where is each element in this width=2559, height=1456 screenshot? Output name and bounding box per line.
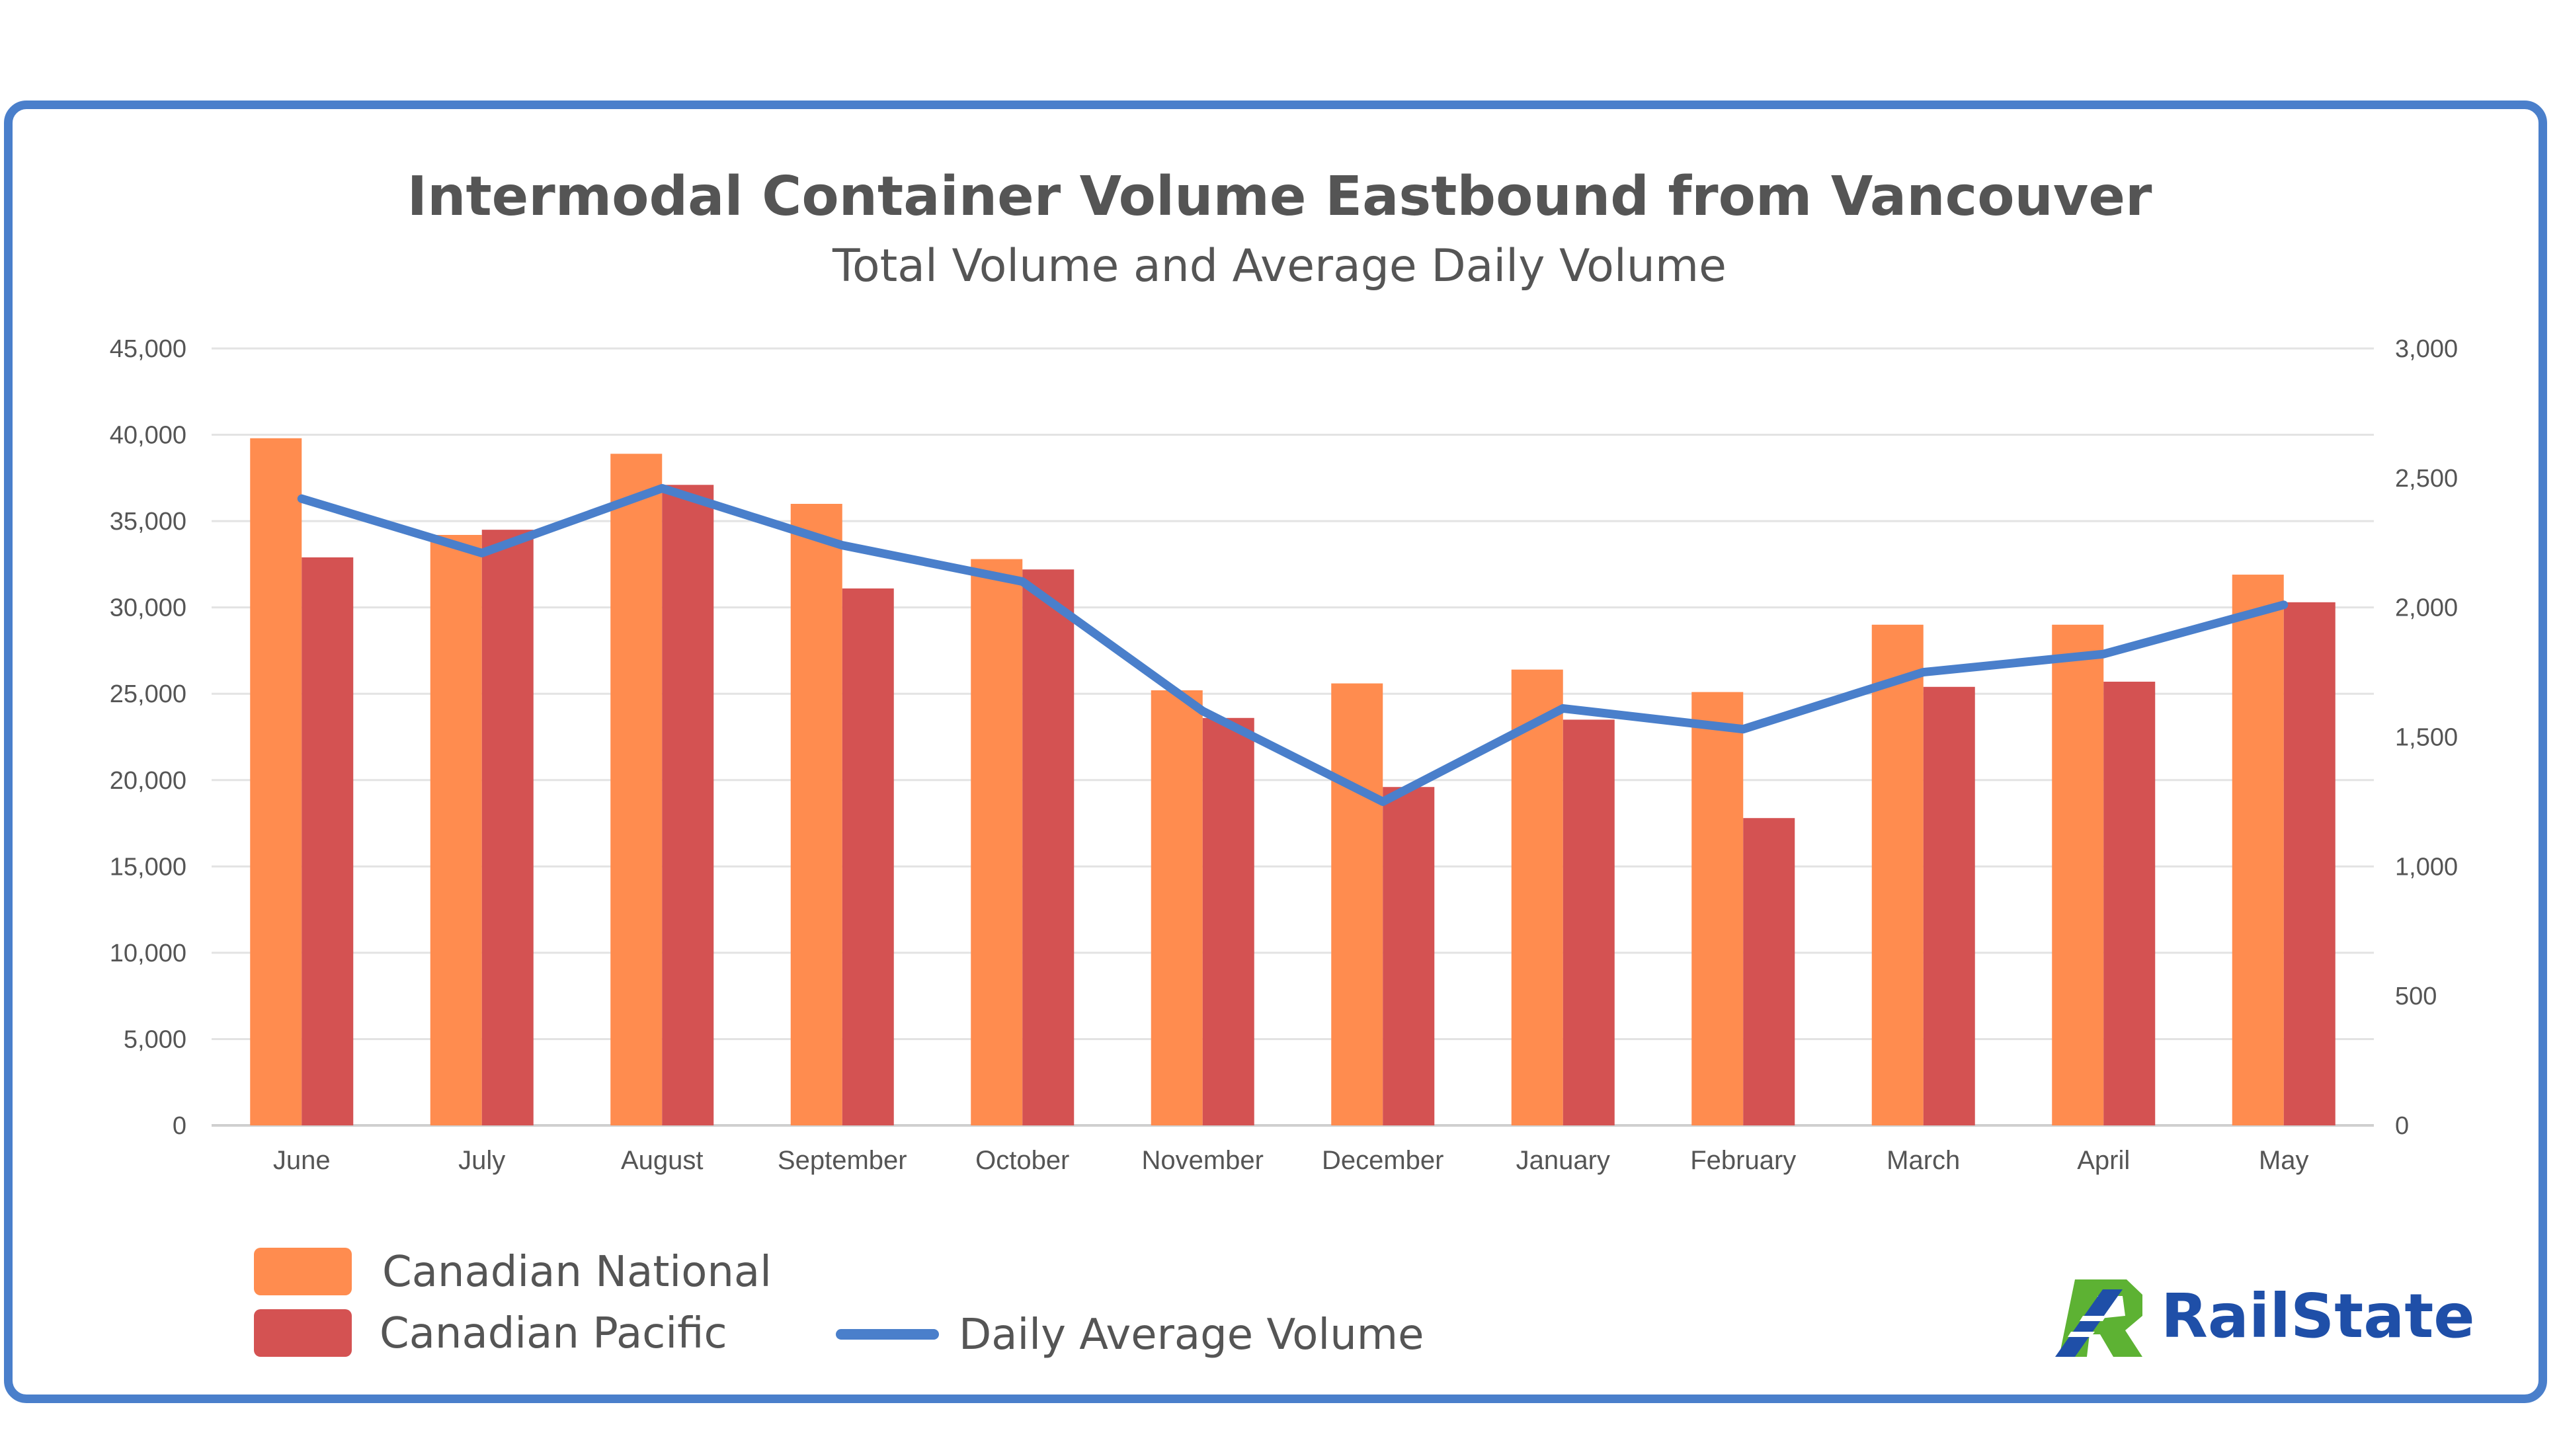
legend-swatch-canadian-pacific <box>254 1309 352 1357</box>
y-left-tick-label: 25,000 <box>110 680 186 708</box>
point-daily-average-volume-february <box>1739 725 1748 733</box>
y-left-tick-label: 20,000 <box>110 767 186 795</box>
bar-canadian-national-february <box>1691 692 1744 1125</box>
bar-canadian-pacific-october <box>1022 569 1075 1125</box>
legend-item-canadian-pacific: Canadian Pacific <box>254 1309 727 1358</box>
legend-swatch-canadian-national <box>254 1248 352 1295</box>
x-tick-label-april: April <box>2077 1146 2130 1175</box>
y-left-tick-label: 0 <box>173 1112 186 1140</box>
bar-canadian-national-november <box>1151 690 1203 1125</box>
bar-canadian-pacific-june <box>302 557 354 1125</box>
x-tick-label-july: July <box>458 1146 505 1175</box>
y-left-tick-label: 10,000 <box>110 940 186 967</box>
point-daily-average-volume-april <box>2099 650 2108 659</box>
bar-canadian-pacific-august <box>662 485 714 1125</box>
chart-subtitle: Total Volume and Average Daily Volume <box>832 240 1726 292</box>
left-axis: 0 5,000 10,000 15,000 20,000 25,000 30,000 35,0… <box>110 335 186 1140</box>
bar-canadian-pacific-april <box>2103 681 2156 1125</box>
gridlines <box>212 347 2374 1127</box>
bar-canadian-national-march <box>1871 624 1924 1125</box>
x-tick-label-february: February <box>1690 1146 1796 1175</box>
bar-canadian-national-august <box>610 454 663 1125</box>
bar-canadian-national-july <box>430 535 482 1125</box>
point-daily-average-volume-march <box>1919 668 1928 676</box>
bar-canadian-pacific-may <box>2283 602 2336 1125</box>
point-daily-average-volume-december <box>1379 797 1387 806</box>
right-axis: 0 500 1,000 1,500 2,000 2,500 3,000 <box>2395 335 2458 1140</box>
x-tick-label-september: September <box>778 1146 907 1175</box>
x-tick-label-november: November <box>1141 1146 1264 1175</box>
x-tick-label-december: December <box>1322 1146 1444 1175</box>
bar-canadian-pacific-december <box>1383 787 1435 1125</box>
y-left-tick-label: 40,000 <box>110 422 186 450</box>
y-right-tick-label: 0 <box>2395 1112 2409 1140</box>
bar-canadian-national-december <box>1331 683 1383 1125</box>
y-right-tick-label: 500 <box>2395 983 2437 1010</box>
y-left-tick-label: 15,000 <box>110 853 186 881</box>
x-tick-label-january: January <box>1516 1146 1610 1175</box>
railstate-logo-text: RailState <box>2161 1281 2475 1352</box>
point-daily-average-volume-may <box>2279 600 2288 609</box>
y-right-tick-label: 2,500 <box>2395 465 2458 493</box>
railstate-logo-mark <box>2055 1279 2142 1357</box>
y-right-tick-label: 3,000 <box>2395 335 2458 363</box>
y-left-tick-label: 5,000 <box>124 1026 186 1053</box>
bar-canadian-pacific-november <box>1202 717 1254 1125</box>
legend-label-canadian-pacific: Canadian Pacific <box>380 1309 727 1358</box>
bar-canadian-pacific-january <box>1563 719 1615 1125</box>
bar-canadian-national-may <box>2232 575 2284 1125</box>
point-daily-average-volume-june <box>298 495 306 503</box>
y-right-tick-label: 1,500 <box>2395 724 2458 752</box>
legend-label-daily-average-volume: Daily Average Volume <box>959 1311 1424 1359</box>
daily-average-line <box>297 484 2289 806</box>
point-daily-average-volume-september <box>838 541 846 549</box>
legend-item-daily-average-volume: Daily Average Volume <box>836 1311 1424 1359</box>
bar-canadian-pacific-february <box>1743 818 1795 1125</box>
point-daily-average-volume-august <box>658 484 667 493</box>
y-left-tick-label: 35,000 <box>110 508 186 536</box>
y-left-tick-label: 45,000 <box>110 335 186 363</box>
bar-canadian-pacific-july <box>481 530 534 1125</box>
y-left-tick-label: 30,000 <box>110 594 186 622</box>
x-axis: June July August September October November De… <box>273 1146 2309 1175</box>
bars <box>250 438 2336 1125</box>
point-daily-average-volume-october <box>1018 577 1027 586</box>
x-tick-label-august: August <box>621 1146 704 1175</box>
legend-item-canadian-national: Canadian National <box>254 1248 772 1297</box>
bar-canadian-national-june <box>250 438 302 1125</box>
railstate-logo: RailState <box>2055 1279 2475 1357</box>
y-right-tick-label: 2,000 <box>2395 594 2458 622</box>
bar-canadian-pacific-march <box>1923 686 1975 1125</box>
point-daily-average-volume-november <box>1198 707 1207 715</box>
line-daily-average-volume <box>297 484 2289 806</box>
point-daily-average-volume-july <box>477 549 486 557</box>
bar-canadian-pacific-september <box>842 588 894 1125</box>
x-tick-label-june: June <box>273 1146 331 1175</box>
point-daily-average-volume-january <box>1559 704 1567 713</box>
bar-canadian-national-january <box>1511 669 1563 1125</box>
x-tick-label-may: May <box>2259 1146 2309 1175</box>
y-right-tick-label: 1,000 <box>2395 853 2458 881</box>
legend: Canadian National Canadian Pacific Daily… <box>254 1248 1424 1359</box>
chart-title: Intermodal Container Volume Eastbound fr… <box>407 165 2152 228</box>
x-tick-label-march: March <box>1887 1146 1960 1175</box>
x-tick-label-october: October <box>975 1146 1069 1175</box>
bar-canadian-national-april <box>2052 624 2104 1125</box>
bar-canadian-national-september <box>790 504 842 1125</box>
legend-label-canadian-national: Canadian National <box>382 1248 772 1297</box>
bar-canadian-national-october <box>971 559 1023 1125</box>
